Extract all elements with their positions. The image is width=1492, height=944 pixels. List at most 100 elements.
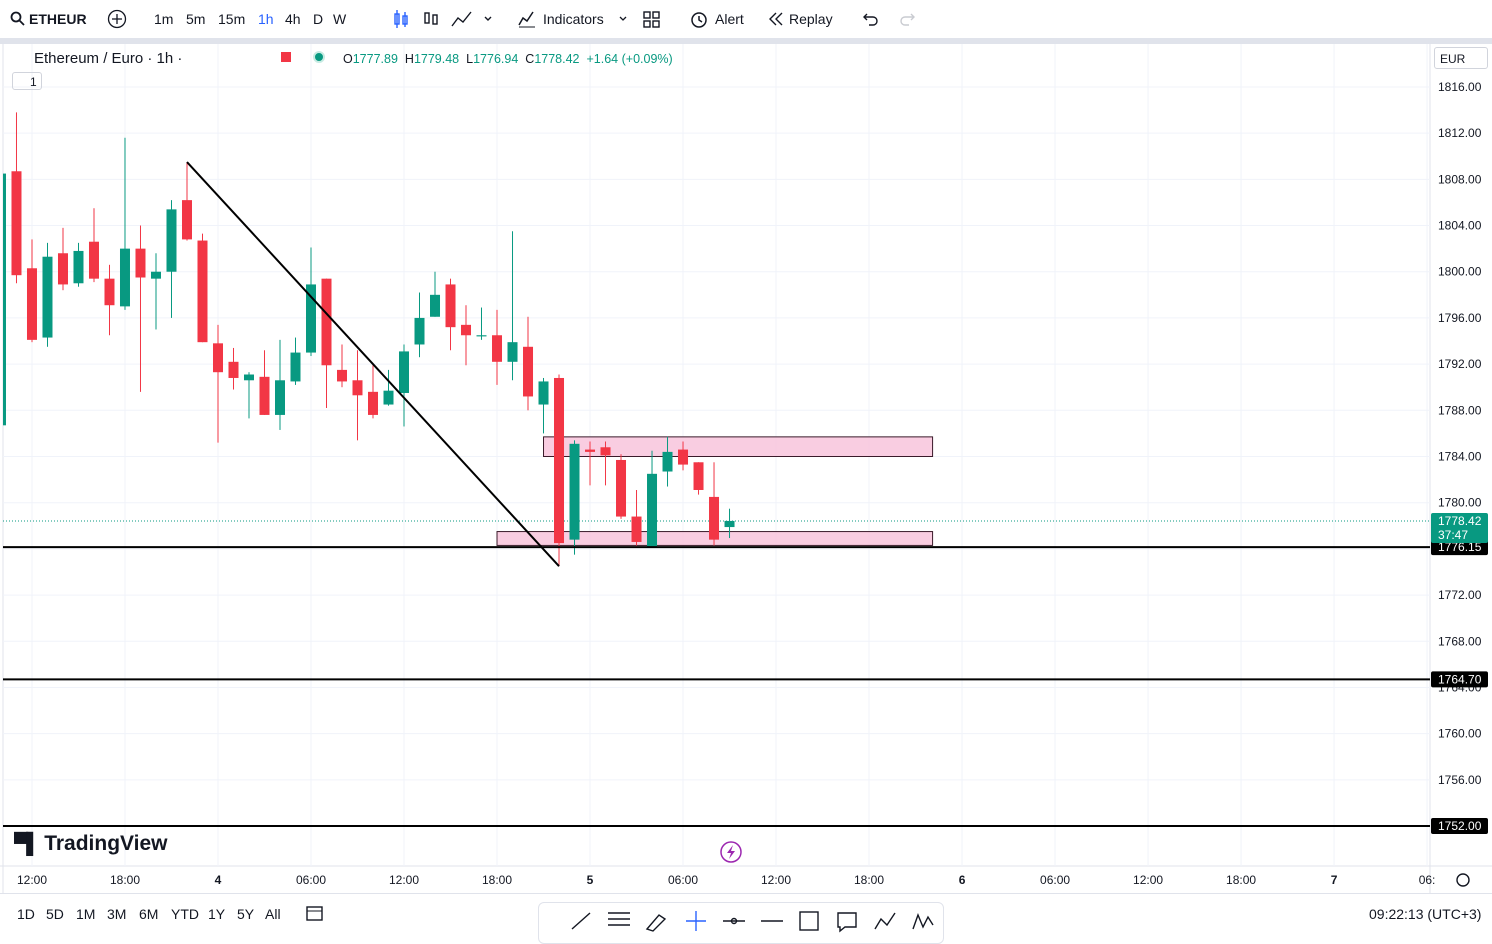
- candle-body: [181, 200, 192, 240]
- range-button[interactable]: 3M: [107, 906, 127, 922]
- range-button[interactable]: 1M: [76, 906, 96, 922]
- x-tick-label: 18:00: [482, 873, 512, 887]
- candle-body: [430, 294, 441, 317]
- candle-body: [693, 462, 704, 490]
- candle-body: [399, 351, 410, 393]
- replay[interactable]: Replay: [789, 11, 833, 27]
- interval[interactable]: 1m: [154, 11, 174, 27]
- candle-body: [523, 346, 534, 397]
- alert[interactable]: Alert: [715, 11, 744, 27]
- drawing-tools[interactable]: [539, 903, 943, 937]
- top-toolbar: ETHEUR 1m 5m 15m 1h 4h D W Indicators Alert Re…: [0, 0, 1492, 38]
- ohlc: O1777.89 H1779.48 L1776.94 C1778.42 +1.64 (+…: [343, 52, 673, 66]
- flag[interactable]: [281, 52, 291, 62]
- range-button[interactable]: 5Y: [237, 906, 255, 922]
- x-tick-label: 5: [587, 873, 594, 887]
- add-symbol[interactable]: [107, 9, 127, 29]
- candle-body: [306, 284, 317, 353]
- range-button[interactable]: YTD: [171, 906, 199, 922]
- interval[interactable]: D: [313, 11, 324, 27]
- candle-body: [166, 209, 177, 272]
- candle-body: [678, 449, 689, 465]
- y-tick-label: 1768.00: [1438, 634, 1482, 648]
- x-tick-label: 18:00: [1226, 873, 1256, 887]
- indicators[interactable]: Indicators: [543, 11, 604, 27]
- separator: [0, 38, 1492, 44]
- ohlc-value: 1777.89: [352, 52, 398, 66]
- x-tick-label: 6: [959, 873, 966, 887]
- interval[interactable]: W: [333, 11, 347, 27]
- undo-redo[interactable]: [860, 9, 920, 29]
- y-tick-label: 1784.00: [1438, 450, 1482, 464]
- interval[interactable]: 4h: [285, 11, 301, 27]
- candle-body: [445, 284, 456, 328]
- alert-icon[interactable]: [689, 9, 709, 29]
- ohlc-key: O: [343, 52, 353, 66]
- settings-icon: [1456, 873, 1470, 887]
- y-tick-label: 1804.00: [1438, 219, 1482, 233]
- candle-body: [57, 253, 68, 285]
- x-tick-label: 18:00: [110, 873, 140, 887]
- range-button[interactable]: 6M: [139, 906, 159, 922]
- x-tick-label: 06:00: [296, 873, 326, 887]
- x-tick-label: 18:00: [854, 873, 884, 887]
- price-label: 1752.00: [1438, 819, 1482, 833]
- candle-body: [104, 278, 115, 306]
- last-price-label: 1778.42: [1438, 514, 1482, 528]
- candle-body: [150, 271, 161, 279]
- candle-body: [538, 381, 549, 405]
- candle-body: [88, 241, 99, 279]
- ohlc-value: 1779.48: [413, 52, 460, 66]
- clock: 09:22:13 (UTC+3): [1369, 906, 1482, 922]
- candle-body: [461, 324, 472, 336]
- y-tick-label: 1780.00: [1438, 496, 1482, 510]
- y-tick-label: 1772.00: [1438, 588, 1482, 602]
- range-button[interactable]: 1Y: [208, 906, 226, 922]
- candle-body: [492, 335, 503, 362]
- candle-body: [73, 250, 84, 284]
- indicators-icon[interactable]: [517, 9, 537, 29]
- x-tick-label: 06:: [1419, 873, 1436, 887]
- candle-body: [119, 248, 130, 307]
- candle-body: [135, 248, 146, 278]
- x-tick-label: 4: [215, 873, 222, 887]
- symbol[interactable]: ETHEUR: [29, 11, 87, 27]
- candle-body: [600, 447, 611, 456]
- replay-icon[interactable]: [767, 9, 785, 29]
- candle-body: [585, 449, 596, 452]
- candle-body: [228, 361, 239, 378]
- range-button[interactable]: 5D: [46, 906, 64, 922]
- price-label-box: [1431, 818, 1488, 835]
- logo[interactable]: ▀▌ TradingView: [14, 832, 168, 856]
- date-range-icon[interactable]: [305, 903, 325, 923]
- candle-body: [569, 443, 580, 540]
- candle-body: [507, 342, 518, 362]
- drawing-toolbar: [538, 902, 944, 944]
- collapse-button[interactable]: 1: [12, 72, 42, 90]
- range-button[interactable]: 1D: [17, 906, 35, 922]
- chart-type-icons[interactable]: [392, 9, 502, 29]
- y-tick-label: 1788.00: [1438, 403, 1482, 417]
- candle-body: [290, 352, 301, 382]
- currency: EUR: [1440, 52, 1466, 66]
- layout-icons[interactable]: [617, 9, 677, 29]
- logo-text: TradingView: [44, 832, 168, 855]
- candle-body: [3, 173, 6, 426]
- y-tick-label: 1796.00: [1438, 311, 1482, 325]
- plot: [3, 112, 1430, 567]
- candle-body: [42, 256, 53, 338]
- x-tick-label: 06:00: [668, 873, 698, 887]
- interval[interactable]: 15m: [218, 11, 246, 27]
- y-tick-label: 1816.00: [1438, 80, 1482, 94]
- interval[interactable]: 5m: [186, 11, 206, 27]
- logo-mark: ▀▌: [14, 833, 40, 855]
- currency-select[interactable]: EUR: [1434, 47, 1488, 69]
- range-button[interactable]: All: [265, 906, 281, 922]
- interval[interactable]: 1h: [258, 11, 274, 27]
- y-tick-label: 1792.00: [1438, 357, 1482, 371]
- candle-body: [383, 390, 394, 405]
- y-tick-label: 1812.00: [1438, 126, 1482, 140]
- change: +1.64 (+0.09%): [586, 52, 673, 66]
- candle-body: [212, 343, 223, 373]
